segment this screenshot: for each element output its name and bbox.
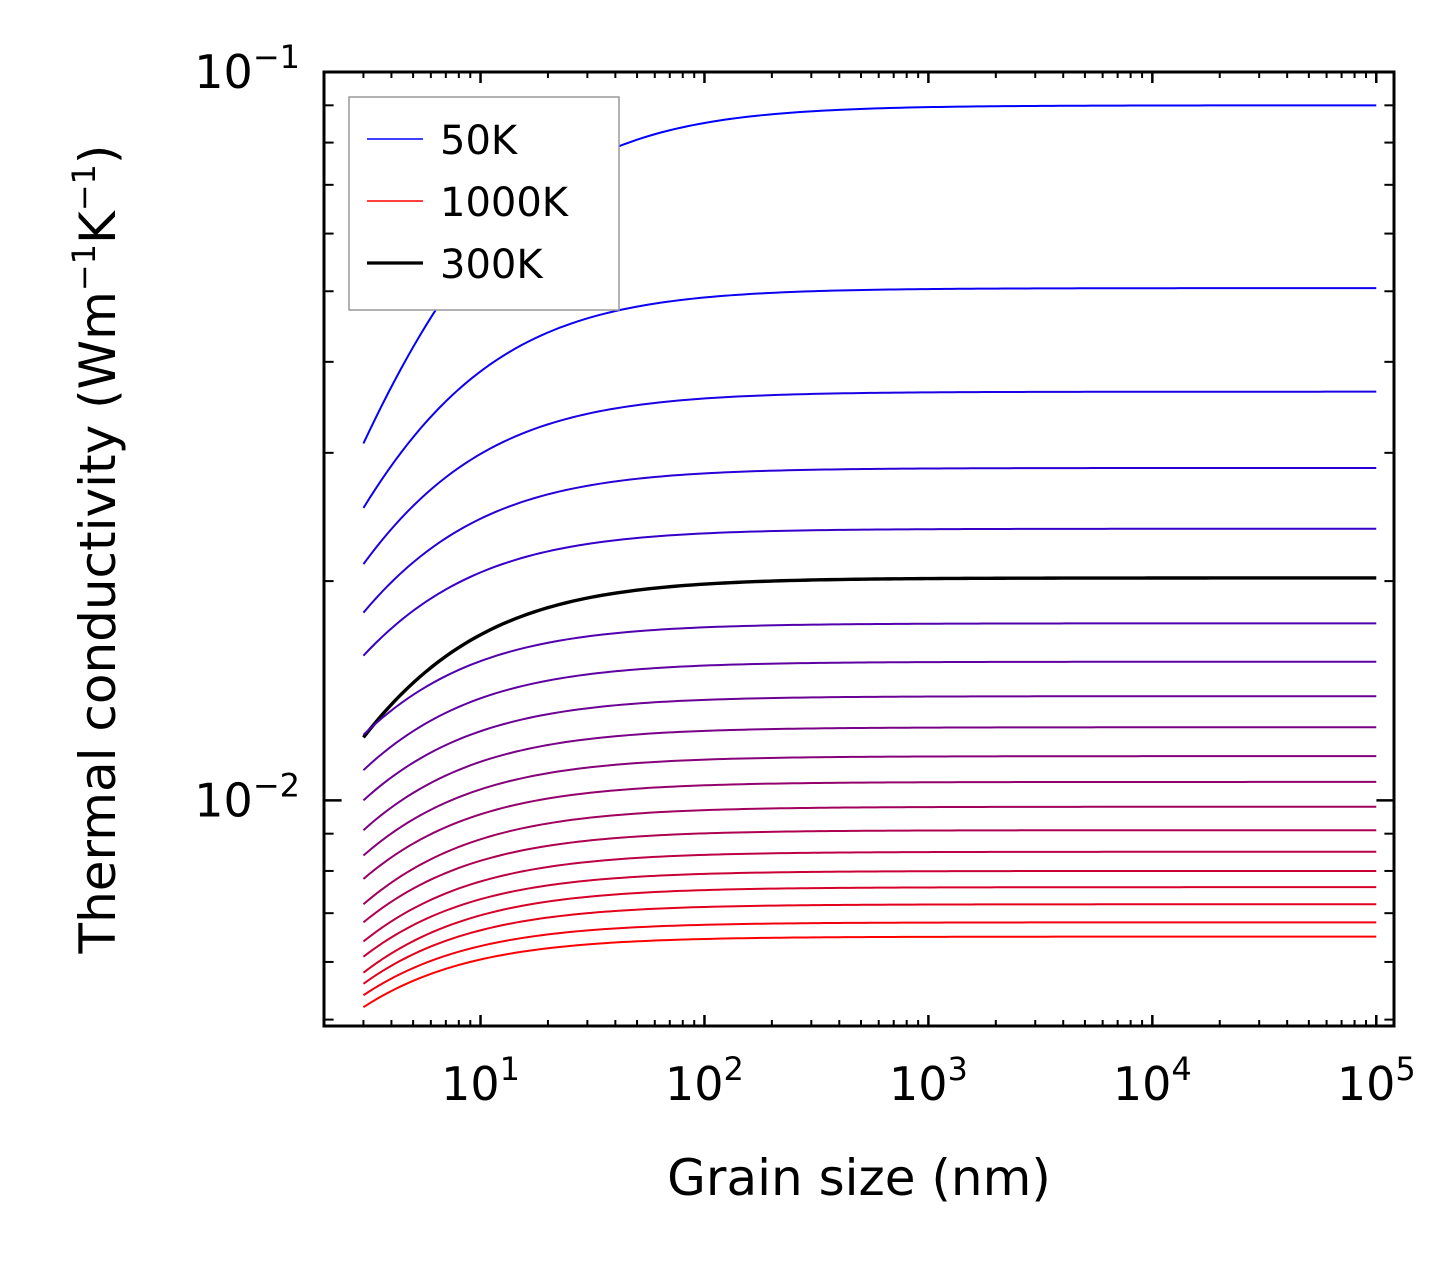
legend-frame <box>348 96 620 311</box>
x-tick-label: 102 <box>665 1050 744 1111</box>
series-line-1000k <box>362 935 1377 1009</box>
series-line-400k <box>362 660 1377 771</box>
series-line-500k <box>362 726 1377 831</box>
series-line-200k <box>362 466 1377 614</box>
series-line-750k <box>362 850 1377 943</box>
series-line-300k <box>362 576 1377 739</box>
series-line-450k <box>362 695 1377 802</box>
legend: 50K 1000K 300K <box>348 96 620 311</box>
x-axis-label: Grain size (nm) <box>667 1149 1051 1207</box>
series-line-700k <box>362 829 1377 924</box>
legend-label-1000k: 1000K <box>440 180 570 226</box>
series-line-950k <box>362 921 1377 997</box>
series-line-150k <box>362 390 1377 565</box>
x-tick-label: 105 <box>1337 1050 1416 1111</box>
plot-frame <box>322 70 1396 1028</box>
series-line-350k <box>362 622 1377 736</box>
series-line-650k <box>362 805 1377 906</box>
series-line-550k <box>362 755 1377 857</box>
series-line-850k <box>362 886 1377 974</box>
series-line-900k <box>362 903 1377 985</box>
y-tick-label: 10−2 <box>194 766 300 827</box>
x-tick-label: 104 <box>1113 1050 1192 1111</box>
legend-label-50k: 50K <box>440 118 519 164</box>
series-line-600k <box>362 780 1377 880</box>
series-line-250k <box>362 527 1377 657</box>
series-layer <box>362 104 1377 1009</box>
series-line-100k <box>362 287 1377 509</box>
label-layer: 101 102 103 104 105 10−2 10−1 <box>194 38 1415 1111</box>
x-tick-label: 103 <box>889 1050 968 1111</box>
legend-label-300k: 300K <box>440 242 544 288</box>
series-line-800k <box>362 869 1377 958</box>
y-tick-label: 10−1 <box>194 38 300 99</box>
x-tick-label: 101 <box>441 1050 520 1111</box>
y-axis-label: Thermal conductivity (Wm−1K−1) <box>65 145 127 955</box>
